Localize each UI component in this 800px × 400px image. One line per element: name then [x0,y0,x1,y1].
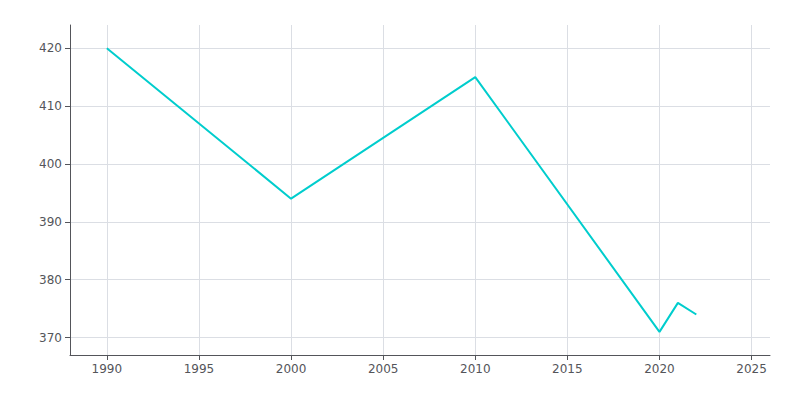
svg-text:420: 420 [39,41,62,55]
svg-text:1990: 1990 [92,362,123,376]
svg-text:2025: 2025 [736,362,767,376]
svg-text:380: 380 [39,273,62,287]
svg-text:2020: 2020 [644,362,675,376]
svg-text:400: 400 [39,157,62,171]
svg-text:2010: 2010 [460,362,491,376]
svg-text:2005: 2005 [368,362,399,376]
svg-text:1995: 1995 [184,362,215,376]
svg-text:2015: 2015 [552,362,583,376]
svg-text:2000: 2000 [276,362,307,376]
svg-text:370: 370 [39,331,62,345]
svg-text:390: 390 [39,215,62,229]
svg-text:410: 410 [39,99,62,113]
